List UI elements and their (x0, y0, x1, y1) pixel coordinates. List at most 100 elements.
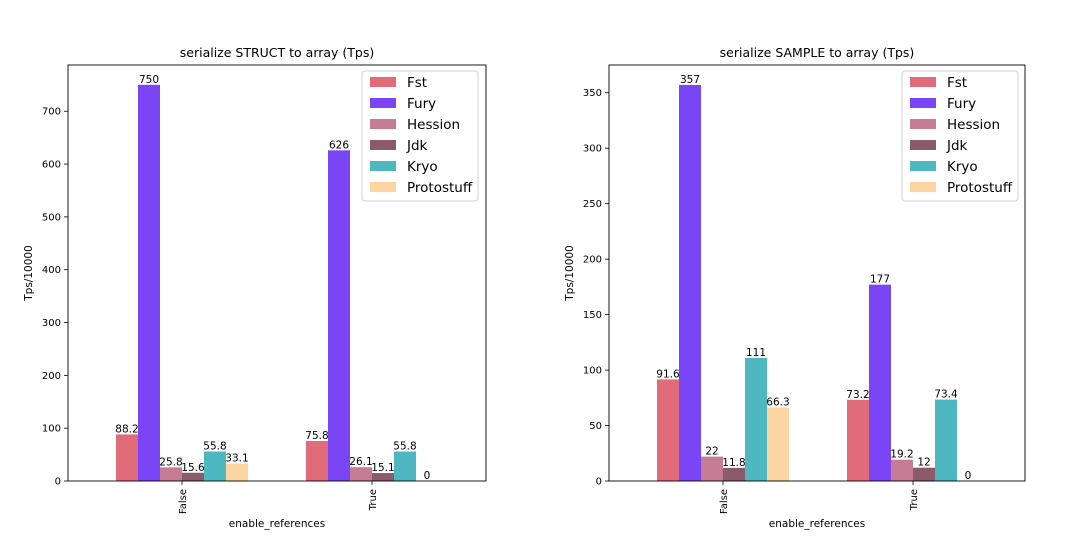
x-axis-label: enable_references (229, 518, 325, 530)
bar-protostuff-false (226, 463, 248, 481)
legend-label-jdk: Jdk (406, 138, 428, 154)
bar-hession-true (350, 467, 372, 481)
data-label: 177 (870, 274, 890, 286)
y-tick-label: 350 (583, 88, 602, 99)
plot-frame (608, 64, 1026, 482)
data-label: 73.2 (846, 389, 869, 401)
bar-fst-true (847, 399, 869, 481)
legend-label-kryo: Kryo (407, 159, 438, 175)
legend-swatch-fury (370, 98, 396, 108)
legend-swatch-fury (910, 98, 936, 108)
legend-swatch-fst (910, 77, 936, 87)
bar-hession-false (160, 467, 182, 481)
legend: Fst Fury Hession Jdk Kryo Protostuff (901, 70, 1019, 202)
legend-swatch-protostuff (910, 182, 936, 192)
legend-label-protostuff: Protostuff (947, 180, 1013, 196)
bar-hession-false (701, 456, 723, 481)
bar-fury-false (679, 84, 701, 481)
legend-swatch-jdk (370, 140, 396, 150)
bar-protostuff-false (767, 407, 789, 481)
y-tick-label: 50 (589, 421, 602, 432)
bar-fury-true (869, 284, 891, 481)
x-tick-label: True (909, 489, 920, 511)
bar-kryo-false (204, 451, 226, 481)
bar-fst-false (657, 379, 679, 481)
data-label: 15.6 (181, 462, 205, 474)
x-axis-label: enable_references (769, 518, 865, 530)
legend-swatch-kryo (910, 161, 936, 171)
bar-jdk-false (723, 467, 745, 481)
data-label: 12 (917, 457, 930, 469)
legend-label-jdk: Jdk (946, 138, 968, 154)
x-tick-label: False (178, 489, 189, 514)
bar-hession-true (891, 459, 913, 481)
data-label: 26.1 (349, 456, 372, 468)
legend-label-fury: Fury (407, 96, 436, 112)
y-tick-label: 600 (42, 160, 61, 171)
y-tick-label: 300 (42, 318, 61, 329)
bar-kryo-true (394, 451, 416, 481)
data-label: 73.4 (934, 389, 958, 401)
y-tick-label: 100 (42, 424, 61, 435)
data-label: 750 (139, 74, 159, 86)
data-label: 19.2 (890, 449, 913, 461)
data-label: 75.8 (305, 430, 328, 442)
y-tick-label: 150 (583, 310, 602, 321)
y-tick-label: 200 (583, 255, 602, 266)
chart-panel-2: serialize SAMPLE to array (Tps) Tps/10000… (564, 45, 1026, 530)
bar-fst-false (116, 434, 138, 481)
data-label: 55.8 (393, 441, 416, 453)
chart-panel-1: serialize STRUCT to array (Tps) Tps/10000… (23, 45, 487, 530)
legend-swatch-protostuff (370, 182, 396, 192)
bar-jdk-true (913, 467, 935, 481)
y-tick-label: 300 (583, 144, 602, 155)
bar-fst-true (306, 440, 328, 481)
legend-swatch-jdk (910, 140, 936, 150)
legend-swatch-hession (370, 119, 396, 129)
bar-jdk-true (372, 473, 394, 481)
bar-kryo-false (745, 357, 767, 481)
data-label: 11.8 (722, 457, 745, 469)
chart-title: serialize STRUCT to array (Tps) (180, 45, 375, 60)
y-tick-label: 250 (583, 199, 602, 210)
bar-fury-true (328, 150, 350, 481)
data-label: 357 (680, 74, 700, 86)
legend-swatch-fst (370, 77, 396, 87)
bar-kryo-true (935, 399, 957, 481)
y-axis-label: Tps/10000 (23, 245, 35, 302)
y-axis-label: Tps/10000 (564, 245, 576, 302)
x-tick-label: False (719, 489, 730, 514)
data-label: 25.8 (159, 456, 182, 468)
legend-label-fst: Fst (407, 75, 427, 91)
legend-swatch-kryo (370, 161, 396, 171)
data-label: 55.8 (203, 441, 226, 453)
bar-fury-false (138, 84, 160, 482)
chart-title: serialize SAMPLE to array (Tps) (720, 45, 915, 60)
x-tick-label: True (368, 489, 379, 511)
legend-label-hession: Hession (407, 117, 460, 133)
data-label: 626 (329, 139, 349, 151)
data-label: 0 (424, 470, 431, 482)
y-tick-label: 200 (42, 371, 61, 382)
data-label: 66.3 (766, 396, 789, 408)
legend-label-hession: Hession (947, 117, 1000, 133)
y-tick-label: 0 (55, 477, 61, 488)
legend: Fst Fury Hession Jdk Kryo Protostuff (361, 70, 479, 202)
y-tick-label: 400 (42, 265, 61, 276)
data-label: 33.1 (225, 453, 248, 465)
y-tick-label: 0 (596, 477, 602, 488)
y-tick-label: 500 (42, 212, 61, 223)
legend-swatch-hession (910, 119, 936, 129)
bar-jdk-false (182, 472, 204, 481)
legend-label-fst: Fst (947, 75, 967, 91)
data-label: 15.1 (371, 462, 394, 474)
data-label: 111 (746, 347, 766, 359)
legend-label-fury: Fury (947, 96, 976, 112)
data-label: 88.2 (115, 423, 138, 435)
data-label: 0 (965, 470, 972, 482)
plot-frame (67, 64, 487, 482)
y-tick-label: 100 (583, 366, 602, 377)
legend-label-protostuff: Protostuff (407, 180, 473, 196)
